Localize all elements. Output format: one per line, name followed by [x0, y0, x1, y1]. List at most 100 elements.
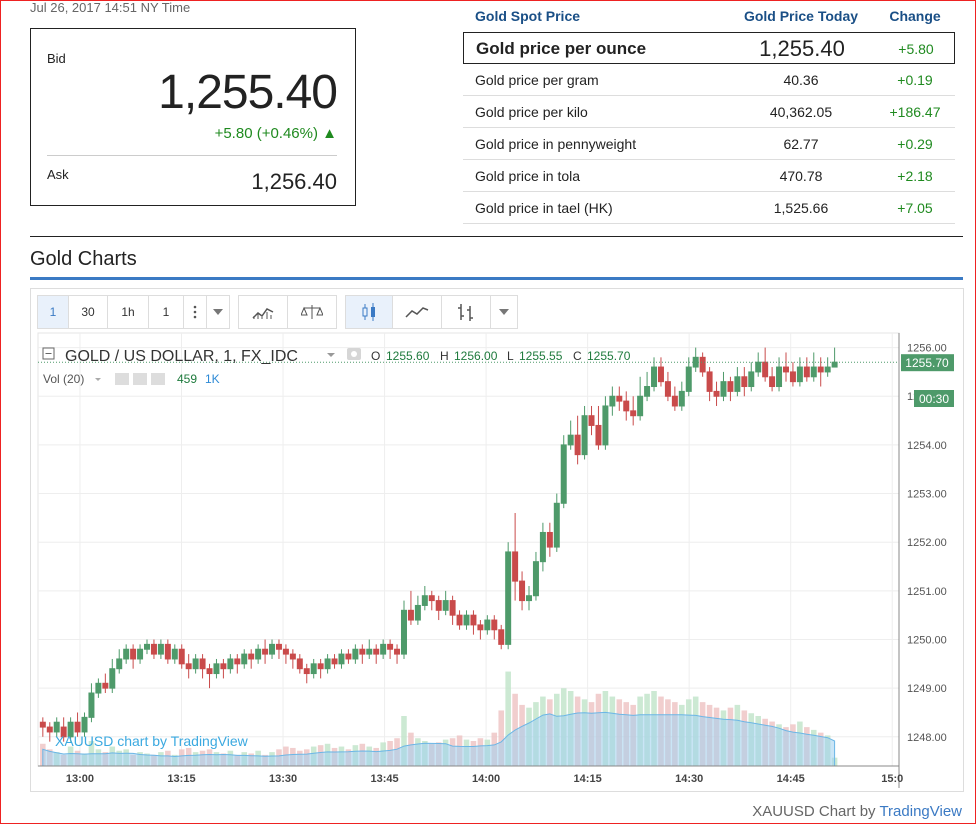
candle [421, 595, 428, 606]
o-value: 1255.60 [386, 349, 430, 363]
candle [560, 444, 567, 504]
vol-close-icon[interactable] [151, 373, 165, 385]
candle [275, 643, 282, 650]
candle [296, 658, 303, 670]
indicators-icon[interactable] [238, 295, 288, 329]
candle [227, 658, 234, 670]
candle [241, 653, 248, 665]
candle [220, 663, 227, 670]
x-tick-label: 13:45 [370, 773, 398, 785]
candle [213, 663, 220, 675]
chart-credit: XAUUSD Chart by TradingView [752, 803, 962, 820]
divider [47, 155, 337, 156]
divider [30, 236, 963, 237]
header-today[interactable]: Gold Price Today [743, 8, 859, 24]
candle [505, 551, 512, 645]
credit-prefix: XAUUSD Chart by [752, 803, 880, 820]
candle [664, 381, 671, 397]
candle [123, 648, 130, 660]
candle [609, 395, 616, 407]
candle [157, 643, 164, 655]
vol-settings-icon[interactable] [133, 373, 147, 385]
bid-box: Bid 1,255.40 +5.80 (+0.46%) ▲ Ask 1,256.… [30, 28, 356, 206]
y-tick-label: 1250.00 [907, 635, 947, 647]
candle [269, 643, 276, 655]
price-row-label: Gold price per kilo [475, 104, 588, 120]
line-icon[interactable] [392, 295, 442, 329]
price-row: Gold price per gram 40.36 +0.19 [463, 64, 955, 96]
price-row-change: +7.05 [897, 200, 933, 216]
price-row-label: Gold price in tola [475, 168, 581, 184]
x-tick-label: 14:30 [675, 773, 703, 785]
time-tag [914, 390, 954, 407]
chart-watermark[interactable]: XAUUSD chart by TradingView [55, 733, 249, 749]
candle [435, 600, 442, 611]
candle [255, 648, 262, 660]
candle [380, 643, 387, 655]
candle [144, 643, 151, 650]
candle [616, 395, 623, 402]
candle [644, 386, 651, 397]
candle [824, 366, 831, 373]
header-spot[interactable]: Gold Spot Price [475, 8, 581, 24]
candle [310, 663, 317, 675]
interval-1h[interactable]: 1h [107, 295, 149, 329]
candle [769, 376, 776, 388]
y-tick-label: 1253.00 [907, 489, 947, 501]
vol-eye-icon[interactable] [115, 373, 129, 385]
x-tick-label: 13:15 [167, 773, 195, 785]
compare-icon[interactable] [287, 295, 337, 329]
vol-dropdown-icon[interactable] [95, 378, 101, 381]
price-row: Gold price in tael (HK) 1,525.66 +7.05 [463, 192, 955, 224]
symbol-dropdown-icon[interactable] [327, 353, 335, 357]
dropdown-icon[interactable] [206, 295, 230, 329]
candlestick-chart[interactable]: 1256.001255.001254.001253.001252.001251.… [31, 289, 965, 793]
candle [74, 721, 81, 733]
volume-bar [498, 710, 505, 766]
candle [491, 619, 498, 631]
header-change[interactable]: Change [889, 8, 941, 24]
candle [623, 400, 630, 412]
candle [484, 619, 491, 631]
x-tick-label: 13:30 [269, 773, 297, 785]
price-row-label: Gold price in tael (HK) [475, 200, 613, 216]
price-row-label: Gold price in pennyweight [475, 136, 637, 152]
ask-value: 1,256.40 [251, 169, 337, 194]
candle [282, 648, 289, 655]
candle [102, 682, 109, 689]
candle [762, 361, 769, 378]
candle [817, 366, 824, 373]
chart-type-dropdown-icon[interactable] [490, 295, 518, 329]
price-row-change: +0.19 [897, 72, 933, 88]
price-row: Gold price in pennyweight 62.77 +0.29 [463, 128, 955, 160]
y-tick-label: 1249.00 [907, 683, 947, 695]
candle [553, 502, 560, 548]
candle [810, 366, 817, 378]
chart-widget: 1 30 1h 1 1256.001255.001254.001253.0012… [30, 288, 964, 792]
candle [442, 600, 449, 611]
candle [651, 366, 658, 388]
candle [657, 366, 664, 383]
interval-1[interactable]: 1 [37, 295, 69, 329]
collapse-icon[interactable] [42, 347, 55, 360]
candle [373, 648, 380, 655]
candle [352, 648, 359, 660]
x-tick-label: 14:00 [472, 773, 500, 785]
candle [755, 361, 762, 373]
candle [602, 405, 609, 446]
price-table: Gold Spot Price Gold Price Today Change … [463, 0, 955, 224]
price-row-label: Gold price per gram [475, 72, 599, 88]
candle [512, 551, 519, 582]
candle [171, 648, 178, 660]
candle [498, 629, 505, 645]
price-row: Gold price in tola 470.78 +2.18 [463, 160, 955, 192]
candle [463, 614, 470, 626]
bid-label: Bid [47, 51, 66, 66]
time-tag-text: 00:30 [919, 392, 949, 406]
section-title: Gold Charts [30, 248, 137, 270]
y-tick-label: 1251.00 [907, 586, 947, 598]
credit-link[interactable]: TradingView [879, 803, 962, 820]
candle [539, 531, 546, 563]
x-tick-label: 14:15 [574, 773, 602, 785]
interval-30[interactable]: 30 [68, 295, 108, 329]
